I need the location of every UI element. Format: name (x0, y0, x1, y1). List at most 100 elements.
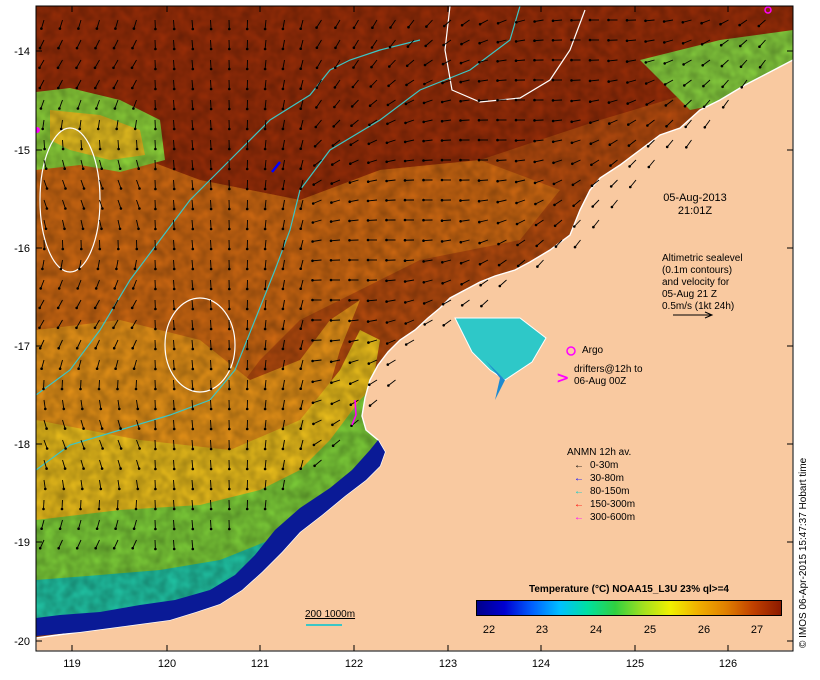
velocity-arrow (264, 319, 267, 330)
velocity-arrow (589, 79, 600, 82)
velocity-arrow-head (644, 82, 648, 85)
velocity-arrow-head (43, 147, 46, 151)
velocity-arrow-head (299, 67, 303, 70)
velocity-arrow-head (403, 140, 407, 144)
velocity-arrow-head (496, 40, 500, 44)
velocity-arrow-head (94, 287, 98, 290)
velocity-arrow-head (607, 59, 610, 63)
time-text: 21:01Z (677, 205, 713, 217)
velocity-arrow-head (299, 47, 303, 50)
velocity-arrow-head (533, 58, 536, 62)
velocity-arrow (315, 119, 322, 128)
velocity-arrow-head (209, 447, 213, 451)
velocity-arrow-head (245, 467, 249, 471)
y-tick-label: -15 (14, 145, 30, 157)
velocity-arrow-head (350, 124, 353, 127)
velocity-arrow (442, 79, 452, 84)
velocity-arrow (300, 99, 304, 109)
velocity-arrow-head (245, 367, 249, 371)
velocity-arrow-head (609, 164, 612, 167)
velocity-arrow-head (191, 187, 195, 191)
velocity-arrow-head (245, 307, 249, 311)
velocity-arrow-head (478, 262, 482, 266)
x-tick-label: 120 (157, 658, 177, 670)
y-tick-label: -16 (14, 243, 30, 255)
velocity-arrow (132, 539, 137, 549)
velocity-arrow-head (209, 327, 213, 331)
velocity-arrow (117, 219, 121, 229)
velocity-arrow-head (60, 387, 64, 391)
velocity-arrow-head (348, 200, 352, 203)
velocity-arrow-head (118, 167, 122, 170)
velocity-arrow-head (191, 147, 195, 151)
velocity-arrow-head (403, 179, 407, 182)
velocity-arrow-head (607, 80, 610, 83)
velocity-arrow (282, 339, 285, 349)
velocity-arrow (497, 199, 507, 203)
velocity-arrow (99, 399, 102, 409)
velocity-arrow (647, 139, 655, 147)
velocity-arrow-head (81, 227, 85, 231)
velocity-arrow (515, 139, 526, 141)
velocity-arrow (191, 459, 194, 470)
velocity-arrow-head (263, 267, 267, 271)
velocity-arrow (479, 19, 489, 25)
velocity-arrow (571, 139, 581, 144)
velocity-arrow (59, 19, 63, 29)
velocity-arrow (300, 199, 304, 209)
velocity-arrow-head (191, 467, 195, 471)
velocity-arrow (117, 499, 119, 510)
velocity-arrow (79, 119, 82, 129)
colorbar-title: Temperature (°C) NOAA15_L3U 23% ql>=4 (529, 584, 729, 595)
velocity-arrow-head (114, 27, 117, 30)
velocity-arrow-head (38, 326, 41, 330)
velocity-arrow (481, 299, 489, 307)
velocity-arrow-head (441, 303, 445, 306)
velocity-arrow-head (57, 546, 60, 550)
velocity-arrow (210, 219, 212, 230)
velocity-arrow-head (311, 359, 314, 363)
velocity-arrow (191, 259, 194, 270)
velocity-arrow (591, 159, 600, 166)
velocity-arrow-head (245, 127, 249, 131)
velocity-arrow (353, 39, 359, 48)
velocity-arrow-head (311, 318, 314, 322)
velocity-arrow-head (332, 125, 336, 128)
velocity-arrow-head (154, 447, 157, 451)
velocity-arrow (351, 99, 359, 107)
velocity-arrow-head (154, 267, 157, 271)
velocity-arrow (369, 399, 378, 406)
velocity-arrow-head (311, 221, 315, 224)
velocity-arrow-head (330, 381, 333, 385)
velocity-arrow-head (38, 86, 42, 90)
velocity-arrow (117, 179, 122, 189)
velocity-arrow (39, 299, 45, 309)
velocity-arrow (534, 19, 544, 22)
velocity-arrow-head (117, 247, 120, 251)
velocity-arrow (368, 179, 378, 183)
velocity-arrow-head (112, 46, 116, 50)
velocity-arrow (191, 479, 194, 490)
velocity-arrow-head (191, 87, 195, 91)
velocity-arrow (173, 359, 175, 370)
velocity-arrow-head (43, 247, 46, 251)
velocity-arrow-head (118, 487, 121, 491)
velocity-arrow (684, 99, 692, 107)
velocity-arrow-head (533, 119, 536, 122)
velocity-arrow (80, 459, 85, 469)
velocity-arrow (479, 239, 489, 244)
velocity-arrow (173, 159, 175, 170)
velocity-arrow (282, 119, 285, 129)
drifter-track-blue (271, 161, 281, 173)
velocity-arrow (282, 319, 285, 329)
velocity-arrow-head (312, 422, 315, 426)
velocity-arrow-head (299, 407, 303, 411)
velocity-arrow-head (423, 82, 426, 86)
velocity-arrow-head (191, 287, 195, 291)
velocity-arrow-head (281, 407, 285, 411)
velocity-arrow-head (191, 387, 195, 391)
velocity-arrow-head (154, 327, 157, 331)
velocity-arrow-head (57, 46, 60, 50)
velocity-arrow (264, 279, 267, 290)
altimetry-line: Altimetric sealevel (662, 253, 743, 264)
